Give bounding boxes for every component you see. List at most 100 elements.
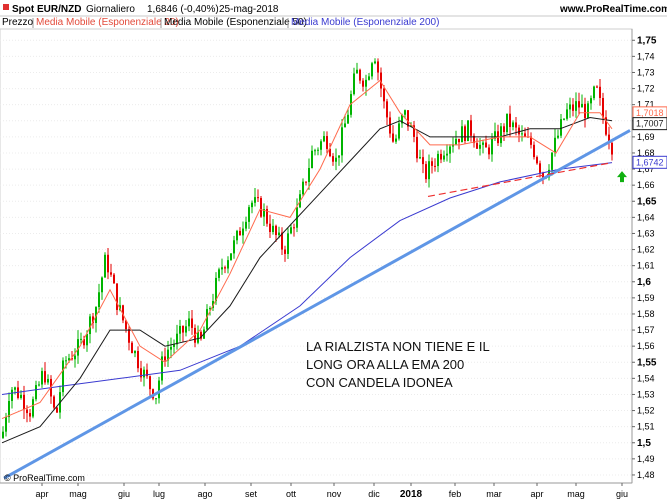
y-tick-label: 1,49 <box>637 454 655 464</box>
candle-body <box>308 167 310 183</box>
candle-body <box>95 307 97 323</box>
candle-body <box>65 360 67 362</box>
candle-body <box>212 301 214 309</box>
candle-body <box>47 378 49 383</box>
time-axis[interactable]: apr mag giu lug ago set ott nov dic 2018 feb mar apr… <box>0 482 632 500</box>
candle-body <box>173 344 175 347</box>
candle-body <box>80 338 82 340</box>
candle-body <box>446 153 448 156</box>
x-tick-label: giu <box>118 489 130 499</box>
candle-body <box>533 144 535 158</box>
candle-body <box>578 101 580 108</box>
candle-body <box>377 61 379 73</box>
candle-body <box>575 101 577 111</box>
candle-body <box>293 227 295 229</box>
candle-body <box>314 150 316 152</box>
y-tick-label: 1,58 <box>637 309 655 319</box>
candle-body <box>26 409 28 414</box>
header-quote: 1,6846 (-0,40%) <box>147 4 219 15</box>
candle-body <box>233 240 235 254</box>
candle-body <box>539 163 541 173</box>
candle-body <box>323 136 325 142</box>
candle-body <box>149 376 151 390</box>
legend-ema200[interactable]: Media Mobile (Esponenziale 200) <box>291 17 439 28</box>
candle-body <box>356 69 358 74</box>
y-tick-label: 1,74 <box>637 51 655 61</box>
candle-body <box>23 394 25 410</box>
ema200-line <box>1 162 613 395</box>
y-tick-label: 1,48 <box>637 470 655 480</box>
candle-body <box>398 123 400 139</box>
candle-body <box>572 104 574 111</box>
candle-body <box>71 358 73 360</box>
candle-body <box>215 277 217 302</box>
candle-body <box>104 254 106 278</box>
legend-ema50[interactable]: Media Mobile (Esponenziale 50) <box>164 17 307 28</box>
candle-body <box>524 133 526 137</box>
candle-body <box>422 157 424 165</box>
candle-body <box>485 142 487 148</box>
candle-body <box>158 380 160 399</box>
candle-body <box>68 358 70 361</box>
candle-body <box>2 431 4 438</box>
header-icon[interactable] <box>3 4 9 10</box>
candle-body <box>503 126 505 133</box>
candle-body <box>44 371 46 383</box>
x-tick-label: nov <box>327 489 342 499</box>
candle-body <box>419 157 421 159</box>
candle-body <box>341 127 343 156</box>
candle-body <box>239 230 241 236</box>
candle-body <box>338 155 340 158</box>
candle-body <box>563 118 565 120</box>
candle-body <box>290 227 292 234</box>
chart-annotation-line-3: CON CANDELA IDONEA <box>306 375 453 390</box>
candle-body <box>191 318 193 328</box>
x-tick-label: mag <box>567 489 585 499</box>
candle-body <box>227 260 229 269</box>
trendline[interactable] <box>3 129 631 480</box>
candle-body <box>449 146 451 154</box>
candle-body <box>512 122 514 128</box>
x-tick-label: mag <box>69 489 87 499</box>
candle-body <box>242 228 244 236</box>
dashed-support-line[interactable] <box>427 162 613 198</box>
candle-body <box>251 202 253 208</box>
candle-body <box>206 309 208 330</box>
legend-ema20[interactable]: Media Mobile (Esponenziale 20) <box>36 17 179 28</box>
candle-body <box>311 150 313 168</box>
price-axis[interactable]: 1,751,741,731,721,711,71,691,681,671,661… <box>632 35 657 480</box>
candle-body <box>230 253 232 261</box>
y-tick-label: 1,71 <box>637 100 655 110</box>
candle-body <box>560 119 562 136</box>
candle-body <box>404 110 406 115</box>
candle-body <box>302 181 304 195</box>
candle-body <box>434 165 436 167</box>
candle-body <box>374 61 376 64</box>
candle-body <box>8 400 10 418</box>
candle-body <box>197 331 199 343</box>
candle-body <box>353 73 355 95</box>
y-tick-label: 1,66 <box>637 180 655 190</box>
price-tag <box>632 155 667 169</box>
candle-body <box>182 325 184 333</box>
header-site[interactable]: www.ProRealTime.com <box>559 4 667 15</box>
candle-body <box>479 144 481 149</box>
candle-body <box>164 356 166 361</box>
ema50-line <box>1 116 613 444</box>
candle-body <box>596 86 598 88</box>
candle-body <box>29 413 31 417</box>
candle-body <box>62 360 64 393</box>
price-tag <box>632 117 667 131</box>
candle-body <box>530 136 532 145</box>
candle-body <box>581 103 583 108</box>
candle-body <box>383 88 385 102</box>
candle-body <box>461 126 463 143</box>
candle-body <box>401 114 403 124</box>
candle-body <box>143 369 145 378</box>
y-tick-label: 1,5 <box>637 438 651 449</box>
chart-annotation-line-2: LONG ORA ALLA EMA 200 <box>306 357 464 372</box>
legend-price[interactable]: Prezzo <box>2 17 34 28</box>
candle-body <box>38 384 40 386</box>
candle-body <box>359 69 361 81</box>
